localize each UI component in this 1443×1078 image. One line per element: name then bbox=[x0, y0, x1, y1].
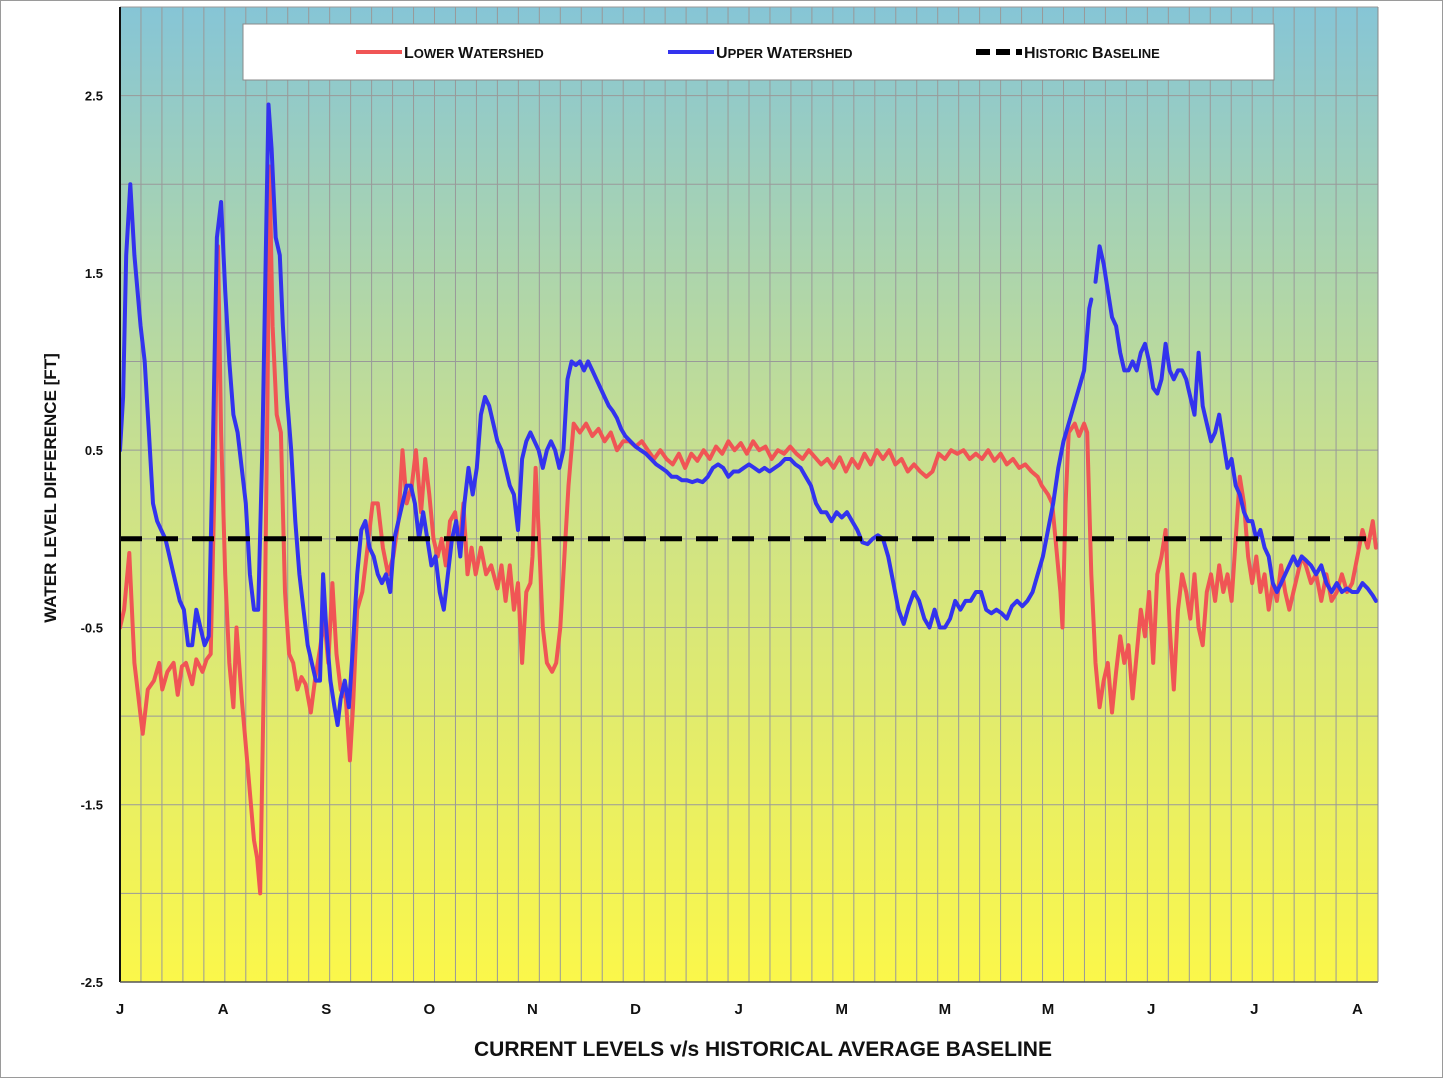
x-tick-label: N bbox=[527, 1001, 538, 1018]
x-tick-label: J bbox=[1147, 1001, 1155, 1018]
legend-label: UPPER WATERSHED bbox=[716, 45, 853, 62]
y-tick-label: 1.5 bbox=[85, 266, 103, 281]
y-axis-title: WATER LEVEL DIFFERENCE [FT] bbox=[41, 353, 60, 622]
y-tick-label: -0.5 bbox=[81, 620, 103, 635]
y-tick-label: 2.5 bbox=[85, 89, 103, 104]
legend: LOWER WATERSHED UPPER WATERSHED HISTORIC B… bbox=[243, 24, 1274, 80]
x-tick-label: O bbox=[424, 1001, 436, 1018]
x-tick-label: J bbox=[735, 1001, 743, 1018]
legend-label: HISTORIC BASELINE bbox=[1024, 45, 1160, 62]
legend-label: LOWER WATERSHED bbox=[404, 45, 544, 62]
x-tick-label: A bbox=[1352, 1001, 1363, 1018]
y-tick-label: -2.5 bbox=[81, 975, 103, 990]
x-tick-label: J bbox=[116, 1001, 124, 1018]
x-tick-label: J bbox=[1250, 1001, 1258, 1018]
gridlines bbox=[120, 7, 1378, 982]
x-tick-label: S bbox=[321, 1001, 331, 1018]
y-tick-labels: 2.5 1.5 0.5 -0.5 -1.5 -2.5 bbox=[81, 89, 103, 990]
x-tick-label: A bbox=[218, 1001, 229, 1018]
x-tick-label: D bbox=[630, 1001, 641, 1018]
x-tick-label: M bbox=[836, 1001, 849, 1018]
x-tick-label: M bbox=[1042, 1001, 1055, 1018]
x-axis-title: CURRENT LEVELS v/s HISTORICAL AVERAGE BA… bbox=[474, 1038, 1052, 1061]
y-tick-label: 0.5 bbox=[85, 443, 103, 458]
x-tick-label: M bbox=[939, 1001, 952, 1018]
y-tick-label: -1.5 bbox=[81, 798, 103, 813]
